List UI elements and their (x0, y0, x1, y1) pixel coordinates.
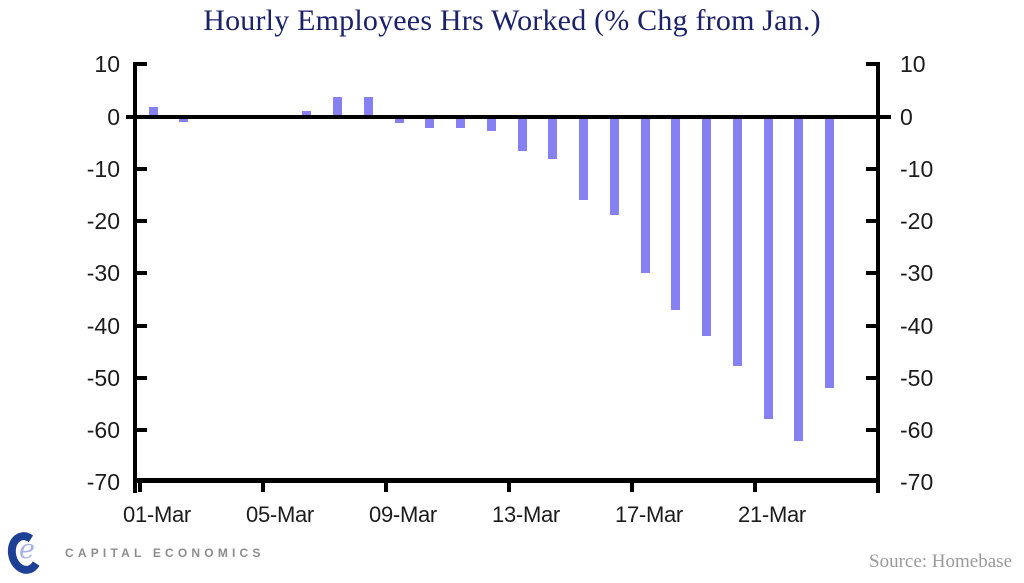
x-tick-mark (261, 483, 265, 492)
y-tick-mark-left (137, 114, 147, 119)
bar-07-Mar (333, 96, 342, 117)
axis-corner-stub-left (133, 483, 137, 493)
y-tick-mark-right (866, 375, 876, 380)
y-tick-mark-right (866, 428, 876, 432)
x-tick-mark (753, 483, 757, 492)
y-axis-label-right: -50 (900, 365, 934, 391)
x-tick-label: 05-Mar (246, 502, 314, 527)
y-axis-label-left: 0 (107, 104, 120, 130)
y-axis-label-left: -30 (86, 260, 120, 286)
bar-09-Mar (394, 116, 404, 123)
y-axis-label-right: -60 (900, 417, 934, 443)
y-tick-mark-right (866, 480, 876, 483)
y-axis-label-right: -20 (900, 208, 934, 234)
x-tick-label: 13-Mar (492, 502, 560, 527)
y-axis-label-right: 0 (900, 104, 913, 130)
bar-08-Mar (363, 96, 373, 117)
bar-15-Mar (579, 116, 588, 200)
bar-13-Mar (517, 116, 527, 151)
y-tick-mark-right (866, 219, 876, 223)
y-tick-mark-right (866, 323, 876, 328)
bar-14-Mar (548, 116, 558, 159)
bar-17-Mar (640, 116, 650, 274)
logo-wordmark: CAPITAL ECONOMICS (65, 546, 265, 560)
x-tick-label: 17-Mar (615, 502, 683, 527)
bar-20-Mar (732, 116, 742, 366)
y-tick-mark-left (137, 323, 147, 328)
axis-corner-stub-right (876, 483, 880, 493)
x-tick-mark (630, 483, 634, 492)
bar-16-Mar (609, 116, 619, 216)
bar-21-Mar (763, 116, 773, 419)
x-tick-label: 09-Mar (369, 502, 437, 527)
x-tick-mark (384, 483, 388, 492)
x-tick-label: 01-Mar (123, 502, 191, 527)
y-axis-label-left: -70 (86, 469, 120, 495)
y-axis-label-left: -60 (86, 417, 120, 443)
y-axis-label-left: 10 (94, 51, 120, 77)
y-axis-label-left: -50 (86, 365, 120, 391)
y-axis-label-left: -10 (86, 156, 120, 182)
x-tick-label: 21-Mar (738, 502, 806, 527)
bar-10-Mar (425, 116, 435, 128)
chart-title: Hourly Employees Hrs Worked (% Chg from … (203, 4, 821, 37)
y-tick-mark-left (137, 219, 147, 223)
plot-area (133, 62, 880, 483)
x-tick-mark (138, 483, 142, 492)
y-axis-label-right: -40 (900, 313, 934, 339)
y-tick-mark-left (137, 375, 147, 380)
bar-12-Mar (486, 116, 496, 131)
y-tick-mark-right (866, 62, 876, 67)
bar-23-Mar (825, 116, 834, 388)
y-axis-label-left: -40 (86, 313, 120, 339)
source-note: Source: Homebase (869, 551, 1012, 572)
y-axis-label-right: -70 (900, 469, 934, 495)
bar-01-Mar (148, 106, 158, 117)
x-tick-mark (507, 483, 511, 492)
bar-06-Mar (302, 111, 312, 117)
bar-11-Mar (456, 116, 465, 128)
y-axis-label-right: -10 (900, 156, 934, 182)
zero-stub-right (880, 114, 891, 119)
bar-22-Mar (794, 116, 804, 441)
y-tick-mark-left (137, 166, 147, 171)
bar-18-Mar (671, 116, 681, 310)
y-tick-mark-right (866, 271, 876, 276)
zero-stub-left (126, 114, 133, 119)
y-tick-mark-right (866, 114, 876, 119)
y-tick-mark-right (866, 166, 876, 171)
zero-line (137, 114, 876, 119)
y-axis-label-right: -30 (900, 260, 934, 286)
y-tick-mark-left (137, 428, 147, 432)
y-tick-mark-left (137, 271, 147, 276)
y-axis-label-right: 10 (900, 51, 926, 77)
y-tick-mark-left (137, 62, 147, 67)
bar-19-Mar (702, 116, 711, 336)
y-axis-label-left: -20 (86, 208, 120, 234)
bar-02-Mar (179, 116, 189, 123)
logo-e-glyph: e (19, 534, 35, 565)
